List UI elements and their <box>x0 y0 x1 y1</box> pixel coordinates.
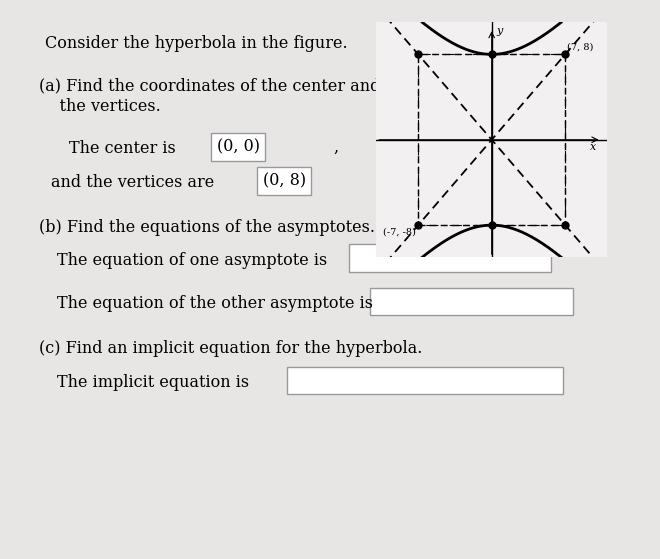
Text: and: and <box>395 173 425 190</box>
Text: (a) Find the coordinates of the center and: (a) Find the coordinates of the center a… <box>39 77 380 94</box>
Text: the vertices.: the vertices. <box>39 98 160 115</box>
Text: (0, 0): (0, 0) <box>216 139 259 155</box>
Text: The equation of one asymptote is: The equation of one asymptote is <box>57 252 327 269</box>
Text: (b) Find the equations of the asymptotes.: (b) Find the equations of the asymptotes… <box>39 219 375 236</box>
Text: ,: , <box>333 139 339 155</box>
Text: x: x <box>590 143 597 153</box>
Text: (c) Find an implicit equation for the hyperbola.: (c) Find an implicit equation for the hy… <box>39 340 422 357</box>
Text: The equation of the other asymptote is: The equation of the other asymptote is <box>57 295 373 312</box>
Text: (0, −8): (0, −8) <box>432 173 488 190</box>
FancyBboxPatch shape <box>287 367 564 394</box>
Text: (7, 8): (7, 8) <box>568 42 594 51</box>
FancyBboxPatch shape <box>370 288 573 315</box>
Text: The center is: The center is <box>69 140 176 157</box>
Text: and the vertices are: and the vertices are <box>51 174 214 191</box>
FancyBboxPatch shape <box>348 244 551 272</box>
Text: (0, 8): (0, 8) <box>263 173 306 190</box>
Text: (-7, -8): (-7, -8) <box>383 228 416 236</box>
Text: The implicit equation is: The implicit equation is <box>57 374 249 391</box>
Text: Consider the hyperbola in the figure.: Consider the hyperbola in the figure. <box>45 35 347 52</box>
Text: y: y <box>496 26 502 36</box>
